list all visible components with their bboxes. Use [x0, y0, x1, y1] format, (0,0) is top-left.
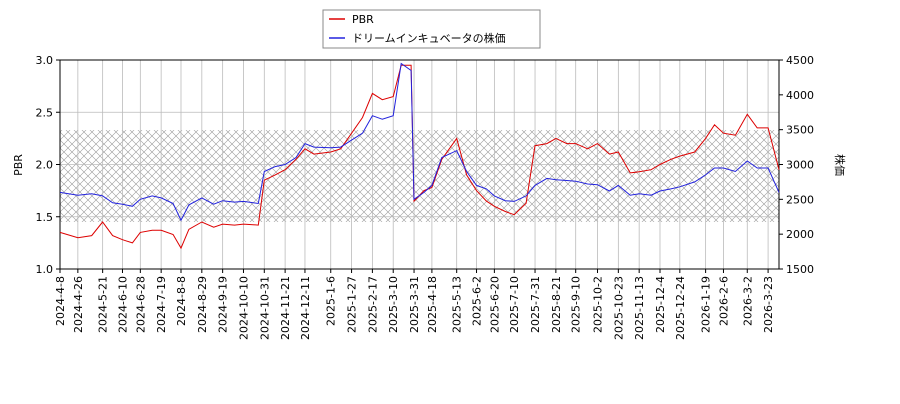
x-tick-label: 2024-9-19	[217, 276, 230, 333]
legend-label: PBR	[352, 13, 374, 26]
x-tick-label: 2024-6-28	[134, 276, 147, 333]
x-tick-label: 2024-4-26	[72, 276, 85, 333]
x-tick-label: 2024-7-19	[155, 276, 168, 333]
y-tick-label: 2.5	[36, 106, 54, 119]
series-line	[59, 62, 780, 222]
x-tick-label: 2025-7-10	[508, 276, 521, 333]
y2-tick-label: 4000	[786, 89, 814, 102]
y2-tick-label: 2500	[786, 193, 814, 206]
y-tick-label: 1.0	[36, 263, 54, 276]
y2-axis-label: 株価	[833, 154, 847, 176]
x-tick-label: 2025-11-13	[633, 276, 646, 340]
x-tick-label: 2024-4-8	[54, 276, 67, 326]
x-tick-label: 2026-2-6	[717, 276, 730, 326]
x-tick-label: 2025-1-6	[325, 276, 338, 326]
x-tick-label: 2026-1-19	[700, 276, 713, 333]
x-tick-label: 2025-2-17	[366, 276, 379, 333]
y-tick-label: 3.0	[36, 54, 54, 67]
y-axis-label: PBR	[12, 154, 25, 176]
x-tick-label: 2024-10-31	[258, 276, 271, 340]
x-tick-label: 2025-6-2	[471, 276, 484, 326]
y2-tick-label: 3500	[786, 124, 814, 137]
y-tick-label: 1.5	[36, 211, 54, 224]
x-tick-label: 2024-12-11	[299, 276, 312, 340]
y2-tick-label: 1500	[786, 263, 814, 276]
x-tick-label: 2025-10-2	[592, 276, 605, 333]
y2-tick-label: 3000	[786, 159, 814, 172]
x-tick-label: 2025-8-21	[550, 276, 563, 333]
x-tick-label: 2025-10-23	[612, 276, 625, 340]
x-tick-label: 2026-3-2	[741, 276, 754, 326]
x-tick-label: 2025-7-31	[529, 276, 542, 333]
shaded-band	[60, 130, 779, 222]
x-tick-label: 2024-10-10	[237, 276, 250, 340]
x-tick-label: 2025-5-13	[451, 276, 464, 333]
x-tick-label: 2025-3-10	[387, 276, 400, 333]
x-tick-label: 2026-3-23	[762, 276, 775, 333]
y2-tick-label: 2000	[786, 228, 814, 241]
x-tick-label: 2025-1-27	[346, 276, 359, 333]
x-tick-label: 2025-4-18	[426, 276, 439, 333]
x-tick-label: 2025-12-24	[674, 276, 687, 340]
x-tick-label: 2025-12-4	[654, 276, 667, 333]
x-tick-label: 2025-6-20	[488, 276, 501, 333]
legend	[322, 9, 541, 49]
y-tick-label: 2.0	[36, 159, 54, 172]
x-tick-label: 2025-3-31	[408, 276, 421, 333]
x-tick-label: 2024-8-8	[175, 276, 188, 326]
x-tick-label: 2024-6-10	[116, 276, 129, 333]
y2-tick-label: 4500	[786, 54, 814, 67]
x-tick-label: 2024-11-21	[279, 276, 292, 340]
legend-label: ドリームインキュベータの株価	[352, 31, 506, 45]
x-tick-label: 2025-9-10	[570, 276, 583, 333]
x-tick-label: 2024-5-21	[97, 276, 110, 333]
x-tick-label: 2024-8-29	[196, 276, 209, 333]
